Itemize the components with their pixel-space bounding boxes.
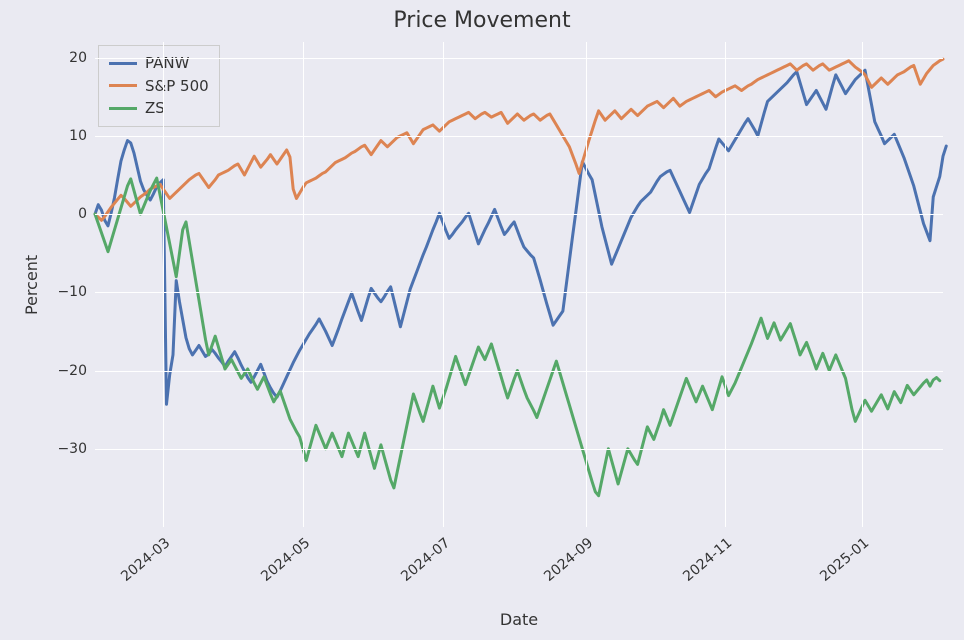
legend-swatch [109, 62, 137, 65]
xtick-label: 2024-03 [118, 535, 173, 585]
series-line-s-p-500 [95, 59, 943, 220]
gridline-horizontal [95, 371, 943, 372]
gridline-horizontal [95, 58, 943, 59]
gridline-horizontal [95, 214, 943, 215]
plot-area: PANWS&P 500ZS −30−20−10010202024-032024-… [95, 42, 943, 527]
legend-item: S&P 500 [109, 75, 209, 98]
series-line-panw [95, 70, 946, 404]
x-axis-label: Date [95, 610, 943, 629]
gridline-horizontal [95, 136, 943, 137]
legend-label: PANW [145, 52, 189, 75]
gridline-vertical [862, 42, 863, 527]
ytick-label: 0 [78, 206, 95, 222]
gridline-horizontal [95, 449, 943, 450]
gridline-horizontal [95, 292, 943, 293]
figure: Price Movement PANWS&P 500ZS −30−20−1001… [0, 0, 964, 640]
legend-item: PANW [109, 52, 209, 75]
gridline-vertical [443, 42, 444, 527]
y-axis-label: Percent [22, 254, 41, 314]
ytick-label: 10 [69, 128, 95, 144]
legend-swatch [109, 107, 137, 110]
series-svg [95, 42, 943, 527]
xtick-label: 2024-09 [541, 535, 596, 585]
ytick-label: −20 [57, 363, 95, 379]
legend-label: ZS [145, 97, 165, 120]
xtick-label: 2024-07 [398, 535, 453, 585]
ytick-label: −10 [57, 284, 95, 300]
legend-swatch [109, 84, 137, 87]
ytick-label: 20 [69, 50, 95, 66]
ytick-label: −30 [57, 441, 95, 457]
xtick-label: 2024-05 [258, 535, 313, 585]
legend-item: ZS [109, 97, 209, 120]
gridline-vertical [725, 42, 726, 527]
xtick-label: 2025-01 [817, 535, 872, 585]
gridline-vertical [303, 42, 304, 527]
chart-title: Price Movement [0, 8, 964, 33]
gridline-vertical [586, 42, 587, 527]
xtick-label: 2024-11 [680, 535, 735, 585]
gridline-vertical [163, 42, 164, 527]
legend-label: S&P 500 [145, 75, 209, 98]
